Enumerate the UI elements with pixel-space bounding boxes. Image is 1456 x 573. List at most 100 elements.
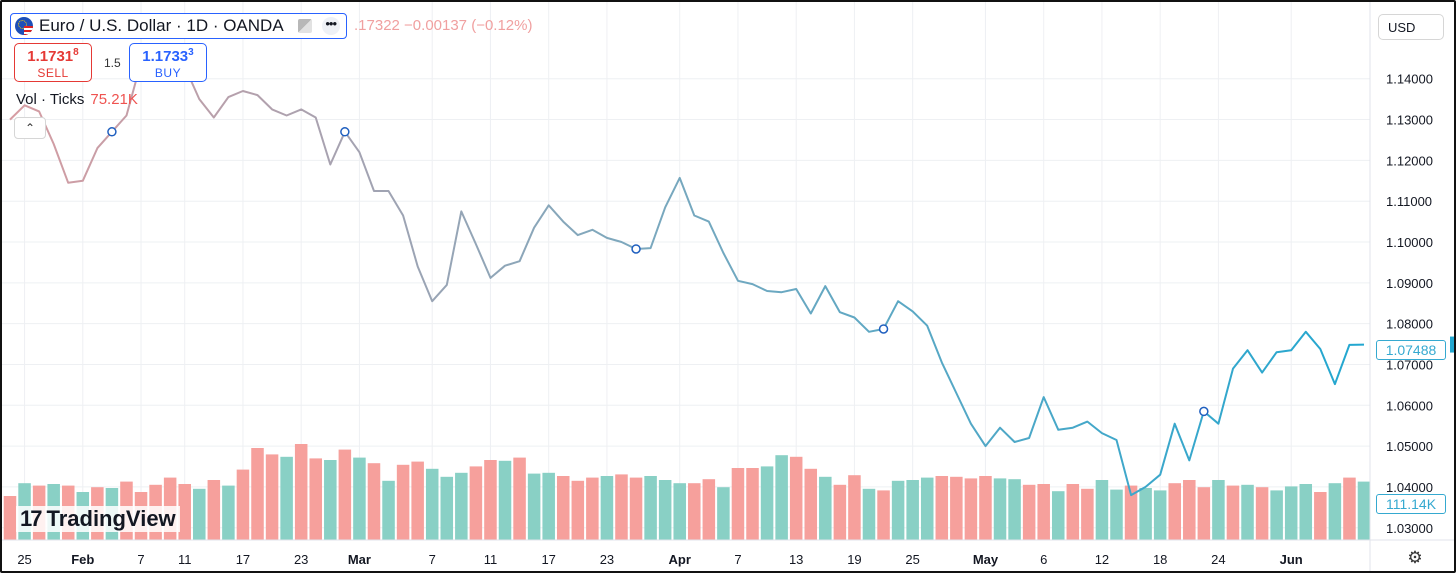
symbol-title: Euro / U.S. Dollar · 1D · OANDA xyxy=(39,16,284,35)
event-marker xyxy=(340,127,350,137)
symbol-selector[interactable]: Euro / U.S. Dollar · 1D · OANDA ••• xyxy=(10,13,347,39)
volume-bars xyxy=(3,444,1371,540)
tradingview-wordmark: TradingView xyxy=(46,506,176,531)
x-tick-label: Apr xyxy=(669,552,691,567)
volume-bar xyxy=(1343,477,1356,540)
volume-bar xyxy=(862,488,876,540)
price-change-readout: .17322 −0.00137 (−0.12%) xyxy=(354,17,533,34)
last-volume-label: 111.14K xyxy=(1376,494,1446,514)
volume-bar xyxy=(1081,488,1094,540)
sell-button[interactable]: 1.17318 SELL xyxy=(14,43,92,82)
volume-bar xyxy=(702,479,716,540)
volume-bar xyxy=(338,449,352,540)
volume-bar xyxy=(1022,484,1036,540)
x-tick-label: May xyxy=(973,552,999,567)
sell-label: SELL xyxy=(37,66,69,80)
volume-bar xyxy=(644,476,657,540)
tradingview-mark-icon: 17 xyxy=(20,506,43,531)
volume-bar xyxy=(1197,487,1211,540)
x-tick-label: 7 xyxy=(137,552,144,567)
volume-bar xyxy=(833,484,847,540)
volume-bar xyxy=(600,476,614,540)
volume-bar xyxy=(775,455,788,540)
currency-selector[interactable]: USD xyxy=(1378,14,1444,40)
x-tick-label: 13 xyxy=(789,552,803,567)
volume-bar xyxy=(367,463,381,540)
volume-bar xyxy=(440,476,454,540)
y-tick-label: 1.08000 xyxy=(1386,317,1433,332)
volume-bar xyxy=(746,468,759,540)
x-tick-label: Feb xyxy=(71,552,94,567)
price-axis: 1.03000 1.04000 1.05000 1.06000 1.07000 1.080… xyxy=(1369,2,1433,571)
x-tick-label: 12 xyxy=(1095,552,1109,567)
x-tick-label: 7 xyxy=(734,552,741,567)
volume-bar xyxy=(615,474,628,540)
x-tick-label: Mar xyxy=(348,552,371,567)
volume-bar xyxy=(1124,485,1138,540)
volume-legend-value: 75.21K xyxy=(90,91,138,108)
volume-bar xyxy=(993,478,1007,540)
volume-bar xyxy=(411,461,424,540)
x-tick-label: 17 xyxy=(236,552,250,567)
y-tick-label: 1.11000 xyxy=(1386,194,1432,209)
bookmark-icon[interactable] xyxy=(297,19,312,33)
x-tick-label: 11 xyxy=(484,552,498,567)
buy-price-pipette: 3 xyxy=(188,47,194,58)
volume-bar xyxy=(1226,485,1240,540)
volume-bar xyxy=(294,444,308,540)
volume-bar xyxy=(425,468,439,540)
volume-bar xyxy=(1153,490,1167,540)
chevron-up-icon[interactable]: ⌃ xyxy=(14,117,46,139)
more-options-icon[interactable]: ••• xyxy=(321,17,340,35)
volume-bar xyxy=(629,477,643,540)
gear-icon[interactable]: ⚙ xyxy=(1407,548,1423,567)
buy-button[interactable]: 1.17333 BUY xyxy=(129,43,207,82)
volume-bar xyxy=(819,476,832,540)
x-tick-label: 25 xyxy=(17,552,31,567)
y-tick-label: 1.06000 xyxy=(1386,398,1433,413)
volume-bar xyxy=(1299,484,1313,540)
volume-bar xyxy=(760,466,774,540)
volume-legend[interactable]: Vol · Ticks 75.21K xyxy=(16,91,138,108)
sell-price: 1.1731 xyxy=(27,48,74,65)
volume-bar xyxy=(979,476,992,540)
volume-bar xyxy=(207,480,221,540)
volume-bar xyxy=(542,472,555,540)
volume-bar xyxy=(877,490,890,540)
volume-bar xyxy=(236,469,250,540)
volume-bar xyxy=(658,480,672,540)
volume-bar xyxy=(498,460,512,540)
volume-bar xyxy=(935,476,949,540)
x-tick-label: 23 xyxy=(294,552,308,567)
volume-bar xyxy=(3,496,17,540)
volume-bar xyxy=(964,478,978,540)
y-tick-label: 1.07000 xyxy=(1386,357,1433,372)
x-tick-label: 7 xyxy=(429,552,436,567)
sell-price-pipette: 8 xyxy=(73,47,79,58)
y-tick-label: 1.03000 xyxy=(1386,521,1433,536)
x-tick-label: 18 xyxy=(1153,552,1167,567)
y-tick-label: 1.04000 xyxy=(1386,480,1433,495)
volume-bar xyxy=(1051,491,1065,540)
event-marker xyxy=(878,324,889,334)
volume-bar xyxy=(1314,492,1327,540)
volume-bar xyxy=(1255,487,1269,540)
volume-bar xyxy=(1168,483,1181,540)
y-tick-label: 1.09000 xyxy=(1386,276,1433,291)
volume-bar xyxy=(469,466,483,540)
volume-bar xyxy=(848,475,861,540)
x-tick-label: 19 xyxy=(847,552,861,567)
volume-bar xyxy=(920,477,934,540)
volume-bar xyxy=(906,480,919,540)
x-tick-label: 11 xyxy=(178,552,192,567)
volume-bar xyxy=(1328,483,1342,540)
volume-bar xyxy=(1037,484,1050,540)
price-line xyxy=(9,47,1365,497)
volume-bar xyxy=(251,448,264,540)
y-tick-label: 1.13000 xyxy=(1386,113,1433,128)
volume-bar xyxy=(1241,484,1254,540)
volume-bar xyxy=(688,483,701,540)
x-tick-label: 25 xyxy=(905,552,919,567)
